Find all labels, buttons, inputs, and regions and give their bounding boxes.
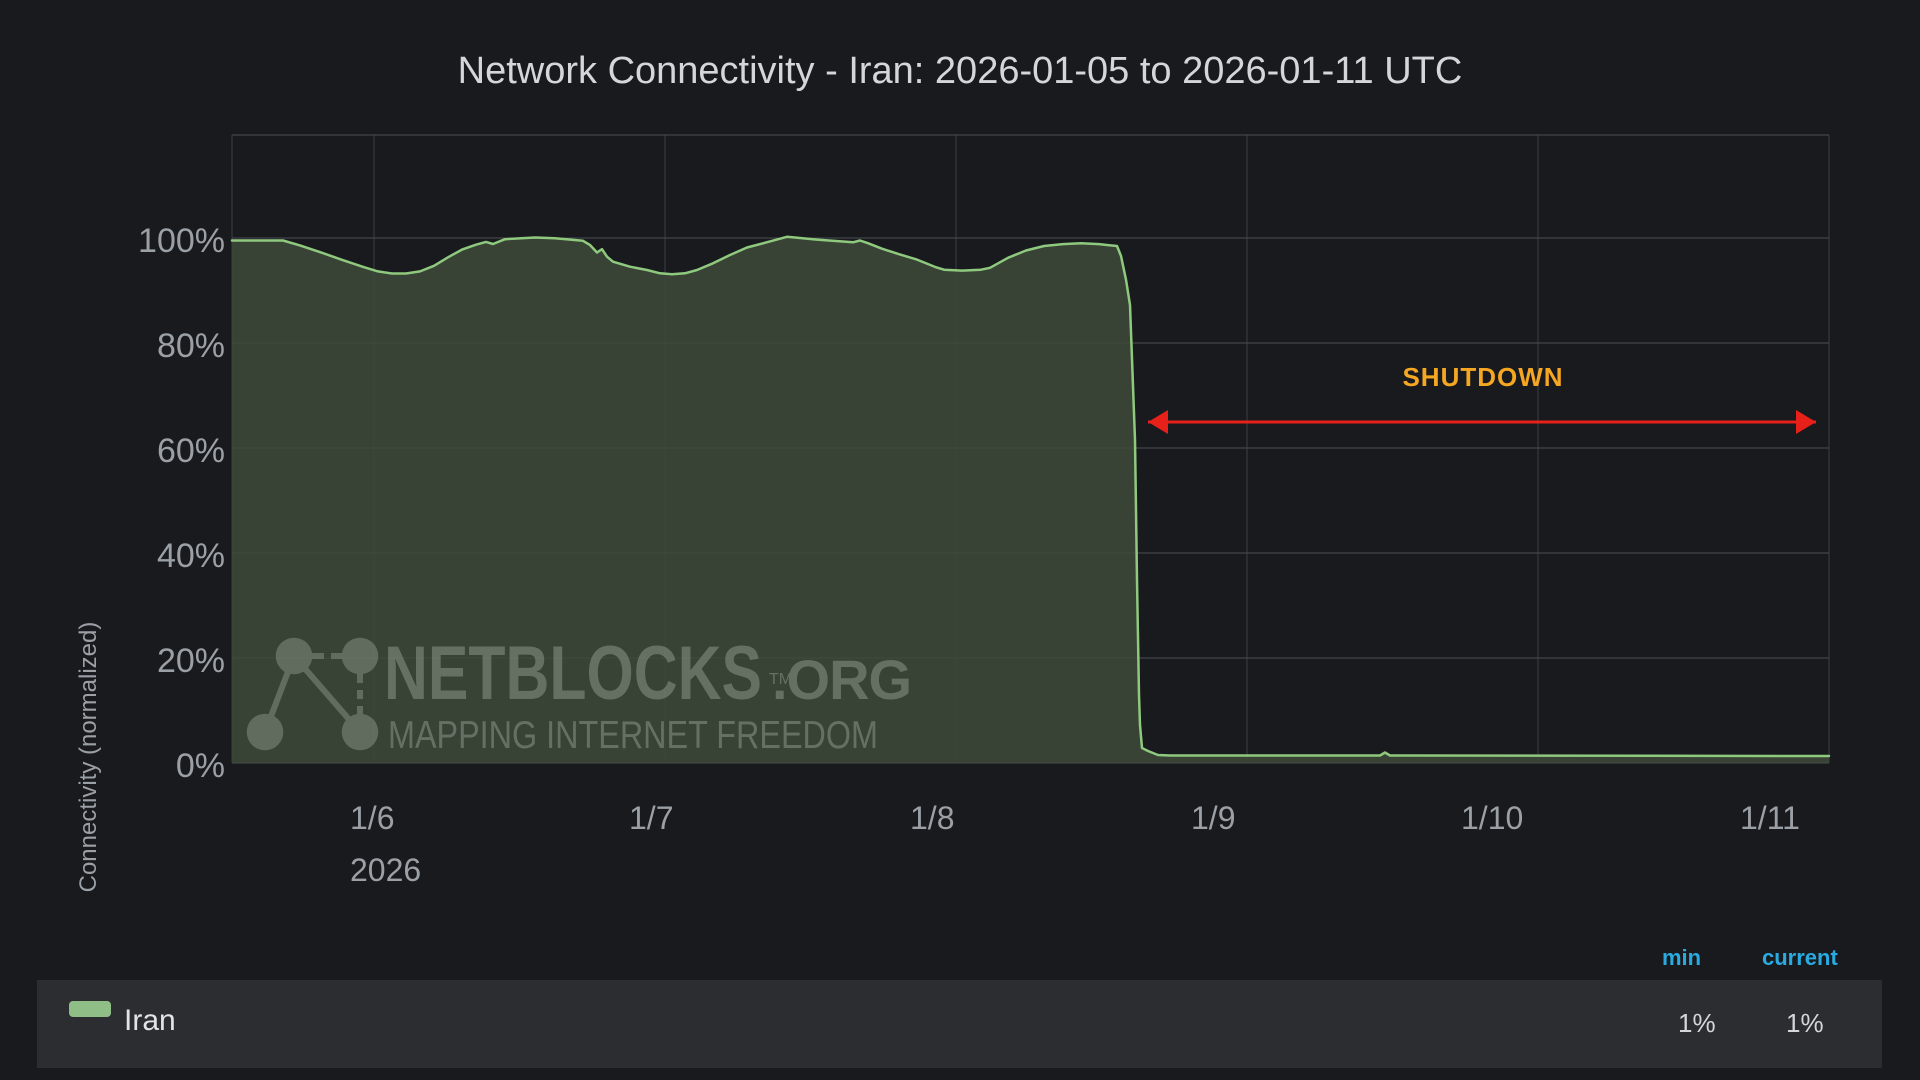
svg-text:.ORG: .ORG <box>772 648 911 711</box>
svg-text:MAPPING INTERNET FREEDOM: MAPPING INTERNET FREEDOM <box>388 714 878 757</box>
svg-text:NETBLOCKS: NETBLOCKS <box>384 631 762 716</box>
